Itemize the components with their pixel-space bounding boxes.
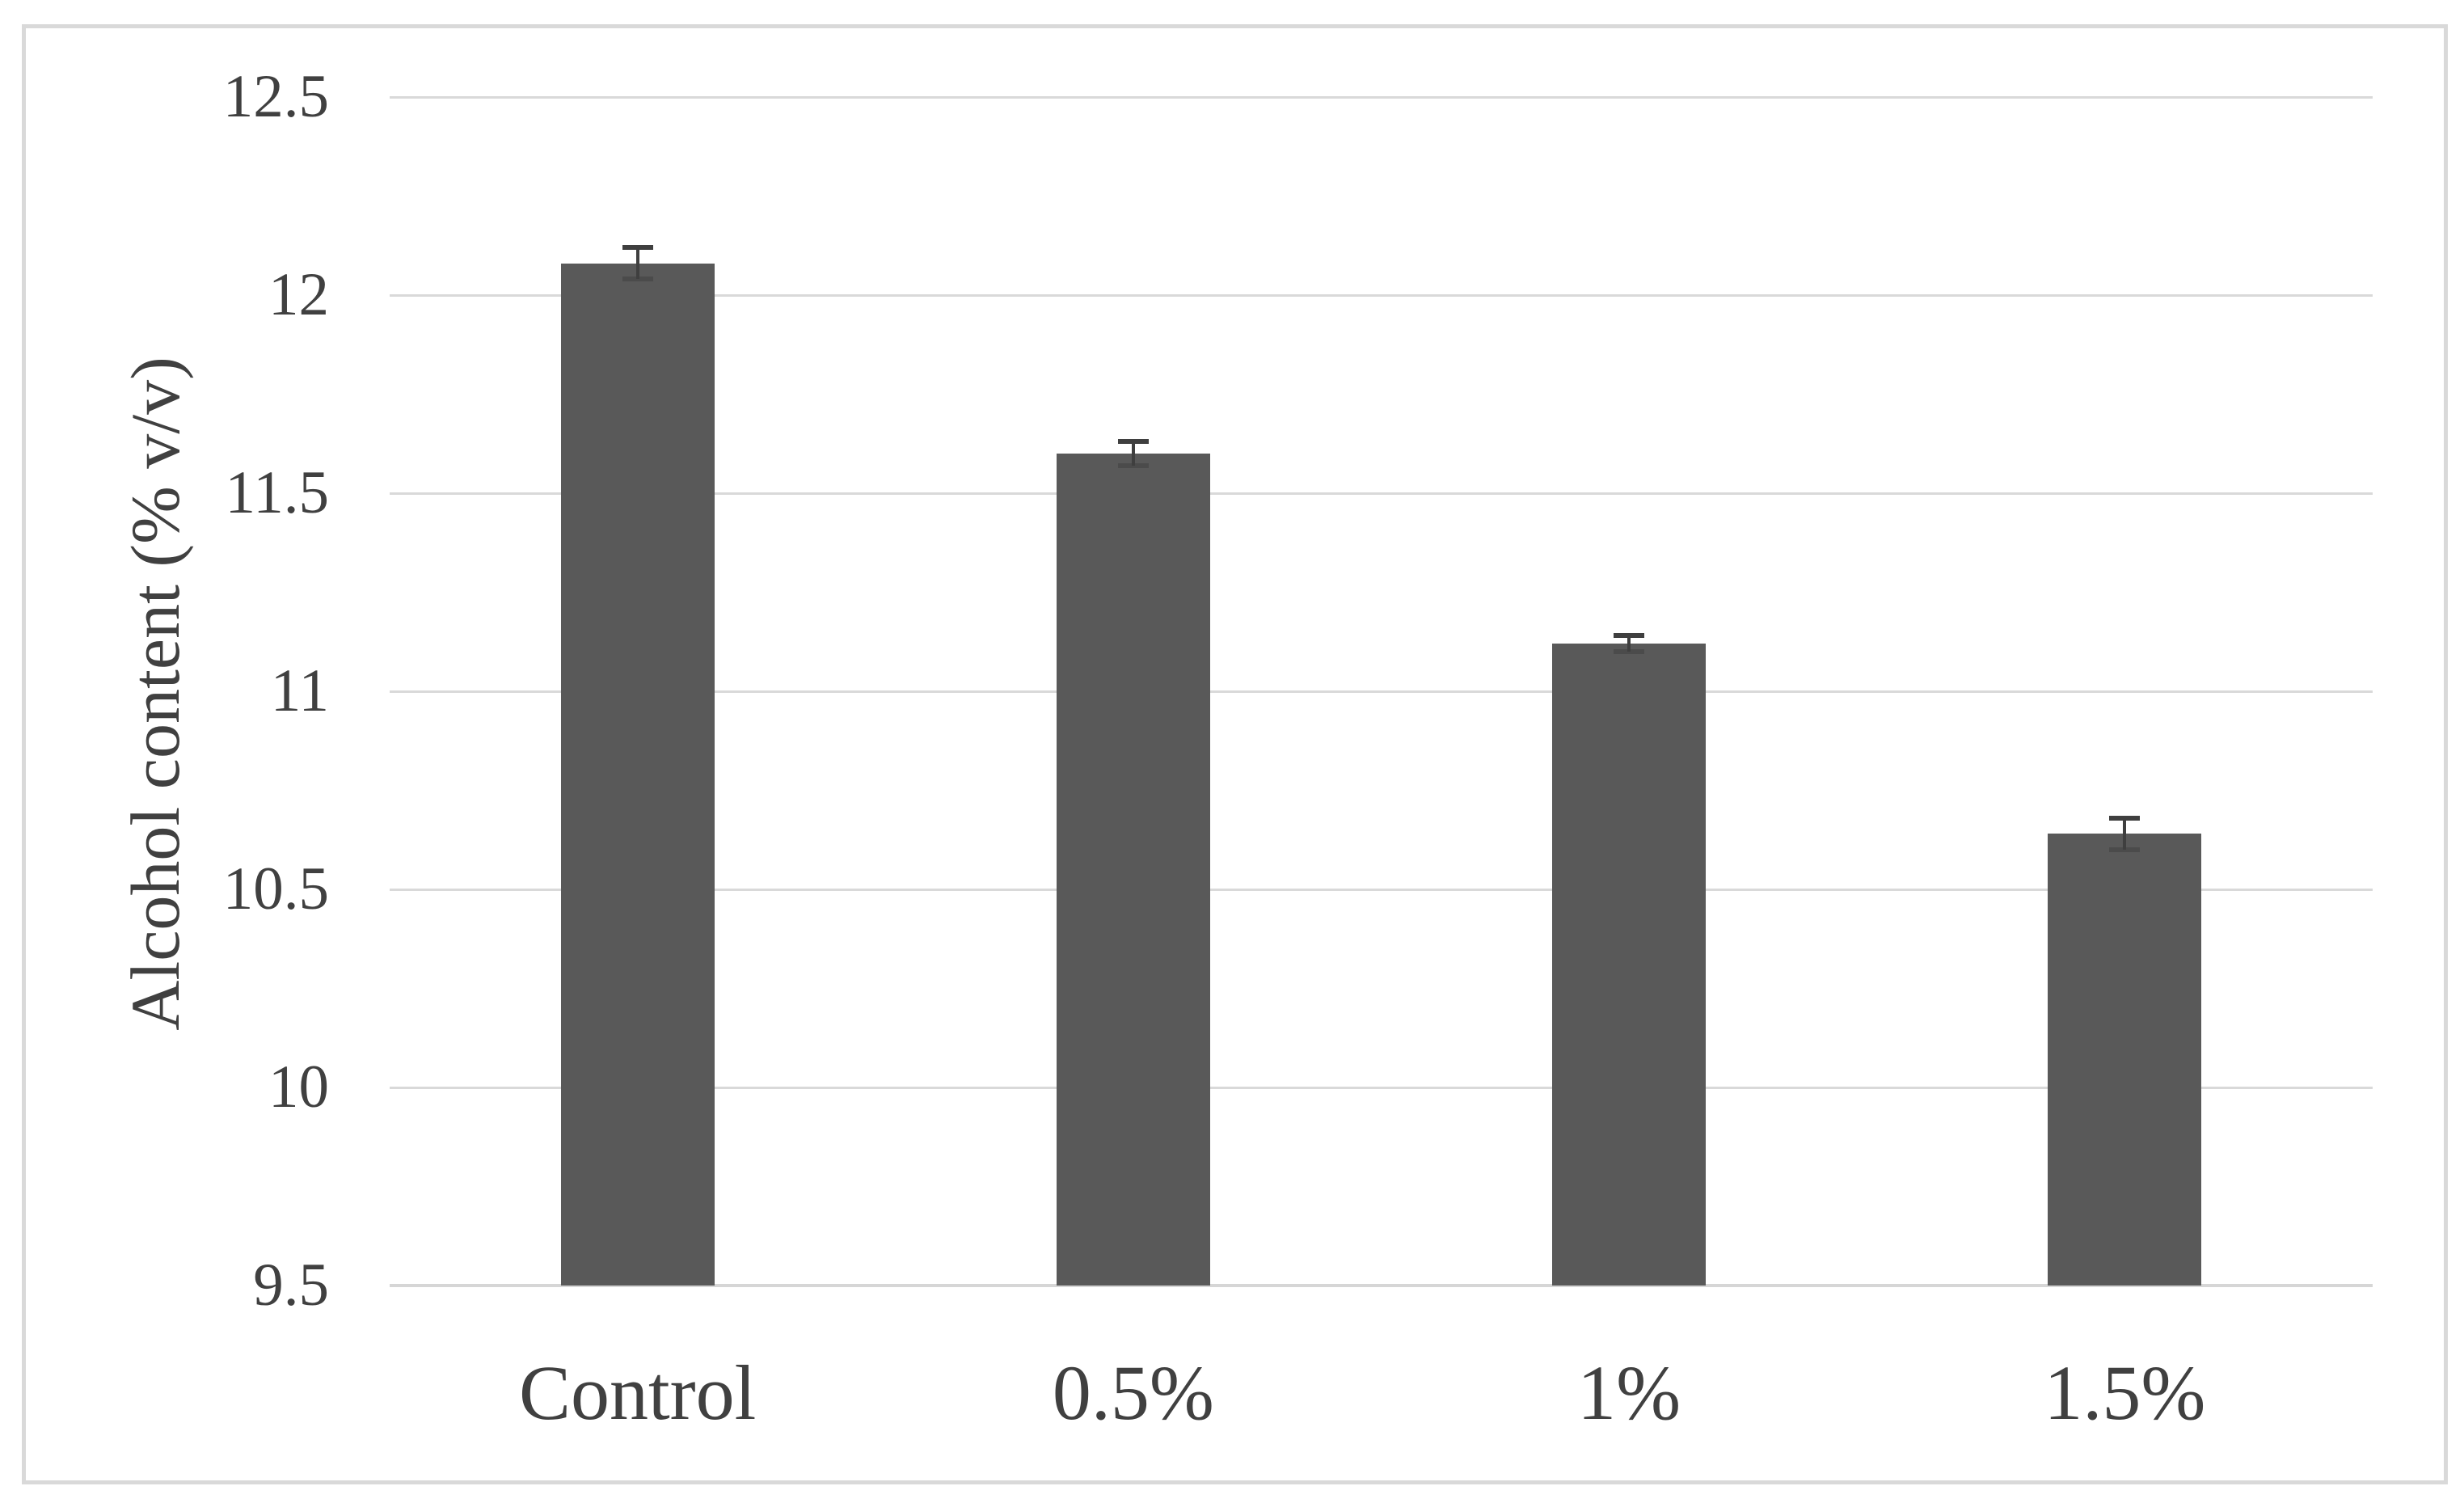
error-bar-top-cap — [1614, 633, 1645, 639]
x-category-label: 1.5% — [2044, 1349, 2206, 1436]
bar — [560, 263, 715, 1286]
error-bar-line — [2123, 817, 2127, 850]
error-bar-top-cap — [622, 245, 653, 251]
error-bar-line — [1131, 441, 1135, 466]
gridline — [390, 95, 2373, 99]
bar — [2048, 834, 2202, 1286]
chart-frame — [22, 24, 2448, 1484]
y-tick-label: 12 — [268, 261, 329, 328]
gridline — [390, 293, 2373, 297]
gridline — [390, 690, 2373, 693]
y-tick-label: 10.5 — [222, 855, 329, 922]
error-bar-bottom-cap — [1614, 649, 1645, 654]
x-category-label: Control — [518, 1349, 757, 1436]
bar — [1552, 644, 1707, 1286]
y-tick-label: 9.5 — [253, 1252, 329, 1319]
error-bar-line — [635, 247, 639, 280]
y-axis-title: Alcohol content (% v/v) — [116, 357, 194, 1031]
error-bar-bottom-cap — [622, 277, 653, 282]
x-category-label: 1% — [1577, 1349, 1681, 1436]
error-bar-top-cap — [2109, 815, 2141, 821]
y-tick-label: 12.5 — [222, 63, 329, 130]
y-tick-label: 11.5 — [225, 459, 329, 526]
y-tick-label: 11 — [270, 657, 329, 724]
bar — [1056, 454, 1210, 1286]
error-bar-bottom-cap — [1117, 462, 1149, 468]
x-category-label: 0.5% — [1052, 1349, 1214, 1436]
error-bar-line — [1627, 635, 1631, 652]
error-bar-top-cap — [1117, 439, 1149, 445]
gridline — [390, 1086, 2373, 1089]
gridline — [390, 888, 2373, 891]
gridline — [390, 492, 2373, 495]
y-tick-label: 10 — [268, 1053, 329, 1121]
x-axis-line — [390, 1284, 2373, 1287]
error-bar-bottom-cap — [2109, 847, 2141, 852]
